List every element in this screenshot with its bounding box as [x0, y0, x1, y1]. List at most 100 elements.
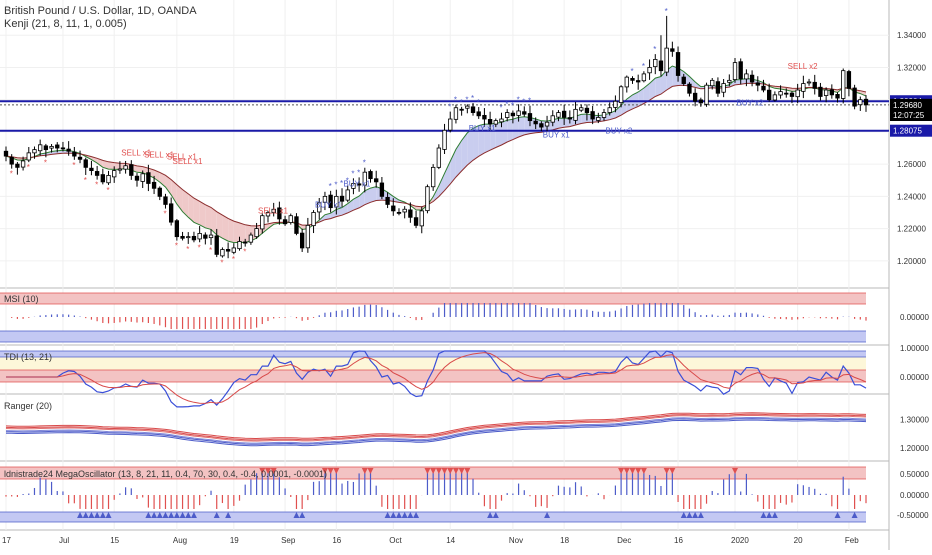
candle-body — [654, 59, 658, 66]
candle-body — [175, 221, 179, 237]
candle-body — [608, 108, 612, 113]
candle-body — [192, 236, 196, 240]
candle-body — [454, 108, 458, 120]
candle-body — [619, 87, 623, 103]
candle-body — [78, 157, 82, 159]
panel-title-megaoscillator: ldnistrade24 MegaOscillator (13, 8, 21, … — [4, 469, 327, 479]
candle-body — [130, 165, 134, 176]
candle-body — [716, 82, 720, 94]
candle-body — [756, 83, 760, 85]
candle-body — [739, 62, 743, 79]
candle-body — [112, 171, 116, 177]
time-tick-label: 16 — [674, 536, 683, 545]
candle-body — [665, 48, 669, 72]
msi-tick-label: 0.00000 — [900, 313, 929, 322]
candle-body — [226, 249, 230, 251]
time-tick-label: 18 — [560, 536, 569, 545]
sell-marker: * — [163, 210, 166, 219]
candle-body — [517, 111, 521, 115]
candle-body — [796, 90, 800, 97]
candle-body — [562, 111, 566, 117]
candle-body — [312, 212, 316, 225]
time-tick-label: Nov — [509, 536, 523, 545]
price-tick-label: 1.26000 — [897, 160, 926, 169]
panel-title-msi: MSI (10) — [4, 294, 39, 304]
candle-body — [118, 169, 122, 170]
mega-tick-label: 0.00000 — [900, 491, 929, 500]
candle-body — [369, 171, 373, 178]
ranger-tick-label: 1.30000 — [900, 415, 929, 424]
candle-body — [722, 84, 726, 93]
buy-signal-label: BUY x1 — [543, 131, 571, 140]
candle-body — [841, 71, 845, 99]
kenji-cloud-segment — [200, 201, 206, 227]
candle-body — [289, 216, 293, 223]
candle-body — [101, 175, 105, 182]
chart-title: British Pound / U.S. Dollar, 1D, OANDA — [4, 5, 197, 17]
candle-body — [574, 109, 578, 120]
buy-marker: * — [505, 100, 508, 109]
kenji-cloud-segment — [564, 118, 570, 127]
candle-body — [44, 146, 48, 150]
kenji-cloud-segment — [467, 128, 473, 165]
candle-body — [528, 114, 532, 121]
candle-body — [648, 67, 652, 72]
candle-body — [73, 152, 77, 156]
buy-marker: * — [334, 181, 337, 190]
candle-body — [67, 149, 71, 151]
time-tick-label: 19 — [230, 536, 239, 545]
buy-signal-label: BUY x2 — [605, 127, 633, 136]
candle-body — [636, 81, 640, 82]
candle-body — [784, 93, 788, 94]
buy-marker: * — [642, 62, 645, 71]
candle-body — [221, 250, 225, 256]
time-tick-label: 20 — [794, 536, 803, 545]
candle-body — [238, 241, 242, 248]
ranger-tick-label: 1.20000 — [900, 444, 929, 453]
msi-upper-band — [0, 293, 866, 304]
price-line-tag-label: 1.28075 — [893, 127, 922, 136]
candle-body — [625, 77, 629, 87]
candle-body — [16, 164, 20, 167]
candle-body — [614, 101, 618, 107]
buy-signal-label: BUY x1 — [315, 201, 343, 210]
candle-body — [631, 78, 635, 80]
candle-body — [204, 235, 208, 238]
candle-body — [392, 206, 396, 211]
mega-tick-label: -0.50000 — [897, 511, 929, 520]
buy-signal-label: BUY x1 — [469, 124, 497, 133]
candle-body — [55, 145, 59, 148]
candle-body — [346, 190, 350, 200]
price-tick-label: 1.24000 — [897, 192, 926, 201]
candle-body — [659, 61, 663, 71]
price-tick-label: 1.22000 — [897, 225, 926, 234]
candle-body — [295, 217, 299, 234]
time-tick-label: 14 — [446, 536, 455, 545]
tdi-upper-band — [0, 351, 866, 357]
candle-body — [261, 216, 265, 229]
candle-body — [90, 168, 94, 170]
buy-marker: * — [460, 98, 463, 107]
sell-marker: * — [186, 245, 189, 254]
candle-body — [505, 113, 509, 118]
buy-marker: * — [471, 94, 474, 103]
candle-body — [403, 209, 407, 212]
candle-body — [21, 161, 25, 167]
tdi-tick-label: 0.00000 — [900, 373, 929, 382]
kenji-cloud-segment — [194, 198, 200, 225]
candle-body — [602, 113, 606, 118]
indicator-label: Kenji (21, 8, 11, 1, 0.005) — [4, 18, 127, 30]
candle-body — [682, 77, 686, 83]
candle-body — [181, 236, 185, 238]
candle-body — [147, 173, 151, 184]
candle-body — [374, 179, 378, 182]
sell-marker: * — [107, 186, 110, 195]
candle-body — [380, 183, 384, 196]
candle-body — [300, 233, 304, 248]
current-price-tag-label: 1.29680 — [893, 101, 922, 110]
candle-body — [824, 90, 828, 96]
buy-marker: * — [329, 182, 332, 191]
candle-body — [819, 87, 823, 96]
candle-body — [483, 115, 487, 119]
